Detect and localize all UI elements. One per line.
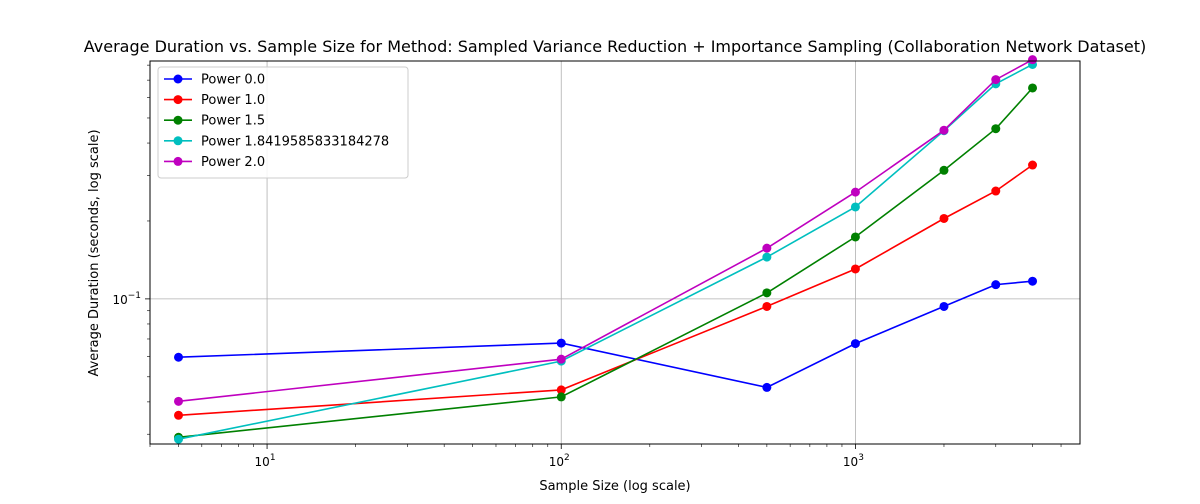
- data-point: [1028, 276, 1038, 286]
- series-2: [174, 83, 1038, 442]
- legend-box: [157, 66, 409, 179]
- axis-ticks: 101 102 103 10−1: [112, 291, 863, 469]
- x-axis-label: Sample Size (log scale): [539, 479, 690, 494]
- legend-swatch-marker: [173, 136, 183, 146]
- data-point: [174, 396, 184, 406]
- legend-swatch-marker: [173, 156, 183, 166]
- data-point: [556, 385, 566, 395]
- series-0: [174, 276, 1038, 392]
- data-point: [991, 124, 1001, 134]
- data-point: [991, 186, 1001, 196]
- legend-swatch-marker: [173, 95, 183, 105]
- data-point: [939, 213, 949, 223]
- grid: [150, 61, 1080, 444]
- legend-item: Power 2.0: [164, 155, 265, 170]
- x-tick-label: 102: [549, 453, 570, 469]
- y-tick-label: 10−1: [112, 291, 141, 307]
- data-point: [991, 280, 1001, 290]
- data-point: [762, 382, 772, 392]
- data-point: [850, 232, 860, 242]
- data-point: [939, 301, 949, 311]
- data-point: [1028, 83, 1038, 93]
- legend-label: Power 1.5: [201, 114, 265, 129]
- data-point: [556, 338, 566, 348]
- legend-swatch-marker: [173, 115, 183, 125]
- series-1: [174, 160, 1038, 420]
- data-point: [174, 434, 184, 444]
- series-line: [178, 164, 1033, 417]
- x-tick-label: 103: [843, 453, 864, 469]
- legend-label: Power 0.0: [201, 73, 265, 88]
- legend-swatch-marker: [173, 74, 183, 84]
- y-axis-label: Average Duration (seconds, log scale): [87, 129, 102, 376]
- legend-label: Power 2.0: [201, 155, 265, 170]
- legend: Power 0.0 Power 1.0 Power 1.5 Power 1.84195…: [157, 66, 409, 179]
- legend-item: Power 1.8419585833184278: [164, 134, 389, 149]
- data-point: [939, 165, 949, 175]
- x-tick-label: 101: [255, 453, 276, 469]
- data-point: [174, 410, 184, 420]
- data-point: [556, 392, 566, 402]
- data-point: [174, 352, 184, 362]
- data-point: [762, 301, 772, 311]
- plot-frame: [149, 60, 1081, 445]
- legend-item: Power 1.5: [164, 114, 265, 129]
- data-point: [1028, 55, 1038, 65]
- data-point: [850, 187, 860, 197]
- data-point: [762, 243, 772, 253]
- data-point: [762, 252, 772, 262]
- legend-label: Power 1.0: [201, 93, 265, 108]
- data-point: [1028, 160, 1038, 170]
- series-4: [174, 55, 1038, 406]
- data-point: [939, 125, 949, 135]
- data-point: [850, 264, 860, 274]
- data-point: [850, 339, 860, 349]
- data-point: [991, 75, 1001, 85]
- data-point: [762, 288, 772, 298]
- legend-item: Power 0.0: [164, 73, 265, 88]
- data-point: [850, 202, 860, 212]
- data-point: [556, 354, 566, 364]
- chart-title: Average Duration vs. Sample Size for Met…: [84, 37, 1146, 56]
- series-group: [174, 55, 1038, 444]
- legend-item: Power 1.0: [164, 93, 265, 108]
- legend-label: Power 1.8419585833184278: [201, 134, 389, 149]
